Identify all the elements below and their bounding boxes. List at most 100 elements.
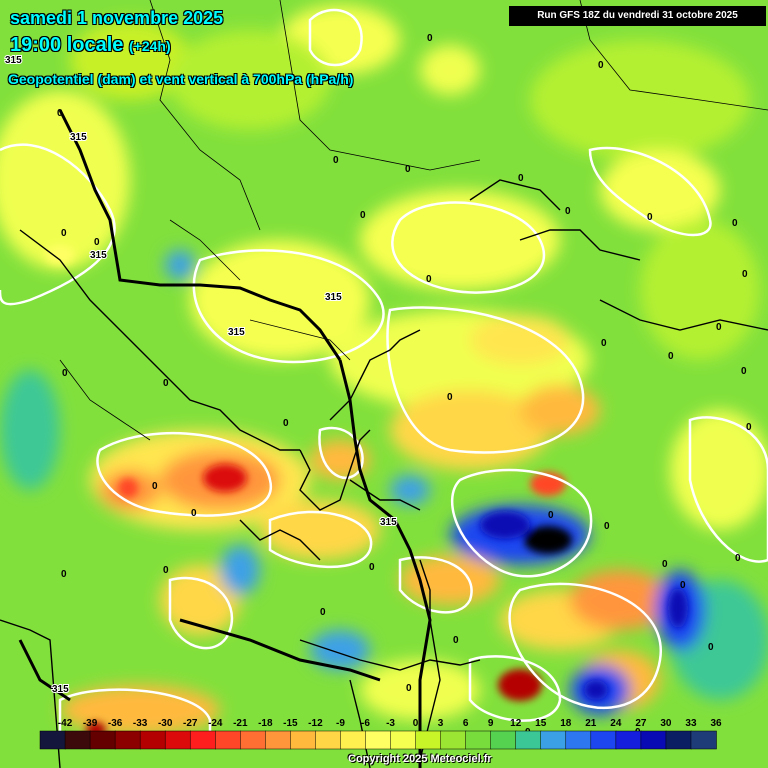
legend-tick-label: -30 [158, 718, 173, 729]
legend-swatch [515, 730, 542, 750]
zero-label: 0 [152, 481, 158, 492]
zero-label: 0 [565, 206, 571, 217]
legend-swatch [365, 730, 392, 750]
isoline-label: 315 [228, 327, 245, 338]
legend-tick-label: -12 [308, 718, 323, 729]
zero-label: 0 [735, 553, 741, 564]
legend-tick-label: -15 [283, 718, 298, 729]
zero-label: 0 [732, 218, 738, 229]
legend-swatch [540, 730, 567, 750]
zero-label: 0 [57, 108, 63, 119]
zero-label: 0 [333, 155, 339, 166]
zero-label: 0 [447, 392, 453, 403]
legend-swatch [640, 730, 667, 750]
legend-tick-label: 6 [463, 718, 469, 729]
zero-label: 0 [604, 521, 610, 532]
legend-tick-label: 18 [560, 718, 572, 729]
legend-swatch [690, 730, 717, 750]
legend-tick-label: 21 [585, 718, 597, 729]
velocity-cores [45, 245, 688, 738]
zero-label: 0 [61, 569, 67, 580]
run-info: Run GFS 18Z du vendredi 31 octobre 2025 [509, 6, 766, 26]
legend-tick-label: -33 [133, 718, 148, 729]
field-labels: 315 315 315 315 315 315 315 0 0 0 0 0 0 … [4, 33, 752, 738]
legend-tick-label: -9 [336, 718, 345, 729]
legend-swatch [390, 730, 417, 750]
zero-label: 0 [716, 322, 722, 333]
parameter-title: Geopotentiel (dam) et vent vertical à 70… [8, 71, 354, 87]
isoline-label: 315 [52, 684, 69, 695]
coastlines [0, 179, 768, 768]
legend-swatch [415, 730, 442, 750]
copyright: Copyright 2025 Meteociel.fr [348, 753, 492, 765]
forecast-date: samedi 1 novembre 2025 [10, 8, 224, 28]
zero-label: 0 [283, 418, 289, 429]
zero-contours [0, 8, 768, 742]
legend-swatch [465, 730, 492, 750]
legend-swatch [114, 730, 141, 750]
legend-swatch [164, 730, 191, 750]
legend-swatch [215, 730, 242, 750]
borders [59, 0, 768, 441]
zero-label: 0 [406, 683, 412, 694]
legend-tick-label: -24 [208, 718, 223, 729]
legend-swatch [139, 730, 166, 750]
zero-label: 0 [427, 33, 433, 44]
zero-label: 0 [746, 422, 752, 433]
legend-tick-label: 30 [660, 718, 672, 729]
zero-label: 0 [369, 562, 375, 573]
zero-label: 0 [405, 164, 411, 175]
legend-tick-label: 0 [413, 718, 419, 729]
legend-tick-label: 12 [510, 718, 522, 729]
legend-swatch [590, 730, 617, 750]
legend-swatch [265, 730, 292, 750]
zero-label: 0 [598, 60, 604, 71]
legend-swatch [490, 730, 517, 750]
legend-tick-label: -6 [361, 718, 370, 729]
legend-swatch [189, 730, 217, 750]
zero-label: 0 [191, 508, 197, 519]
isoline-label: 315 [325, 292, 342, 303]
zero-label: 0 [518, 173, 524, 184]
legend-swatch [315, 730, 342, 750]
legend-swatch [240, 730, 267, 750]
legend-swatch [340, 730, 367, 750]
zero-label: 0 [62, 368, 68, 379]
zero-label: 0 [680, 580, 686, 591]
legend-swatch [440, 730, 467, 750]
legend-tick-label: 3 [438, 718, 444, 729]
zero-label: 0 [668, 351, 674, 362]
isoline-label: 315 [90, 250, 107, 261]
isoline-label: 315 [380, 517, 397, 528]
isoline-label: 315 [70, 132, 87, 143]
legend-tick-label: 24 [610, 718, 622, 729]
geopotential-isolines [18, 109, 432, 768]
legend-tick-label: 36 [710, 718, 722, 729]
legend-swatch [615, 730, 642, 750]
legend-swatch [565, 730, 592, 750]
legend-swatch [290, 730, 317, 750]
zero-label: 0 [163, 565, 169, 576]
zero-label: 0 [426, 274, 432, 285]
color-legend: -42 -39 -36 -33 -30 -27 -24 -21 -18 -15 -12 -9 -6 -3 0… [39, 718, 722, 750]
zero-label: 0 [61, 228, 67, 239]
legend-tick-label: -27 [183, 718, 198, 729]
legend-swatch [39, 730, 66, 750]
forecast-time: 19:00 locale (+24h) [10, 34, 171, 57]
forecast-time-value: 19:00 locale [10, 34, 124, 56]
legend-tick-label: -39 [83, 718, 98, 729]
zero-label: 0 [360, 210, 366, 221]
legend-tick-label: 27 [635, 718, 647, 729]
zero-label: 0 [742, 269, 748, 280]
zero-label: 0 [741, 366, 747, 377]
legend-tick-label: -3 [386, 718, 395, 729]
zero-label: 0 [320, 607, 326, 618]
legend-tick-label: 15 [535, 718, 547, 729]
legend-tick-label: 33 [685, 718, 697, 729]
isoline-label: 315 [5, 55, 22, 66]
zero-label: 0 [647, 212, 653, 223]
zero-label: 0 [662, 559, 668, 570]
zero-label: 0 [601, 338, 607, 349]
legend-swatch [64, 730, 91, 750]
